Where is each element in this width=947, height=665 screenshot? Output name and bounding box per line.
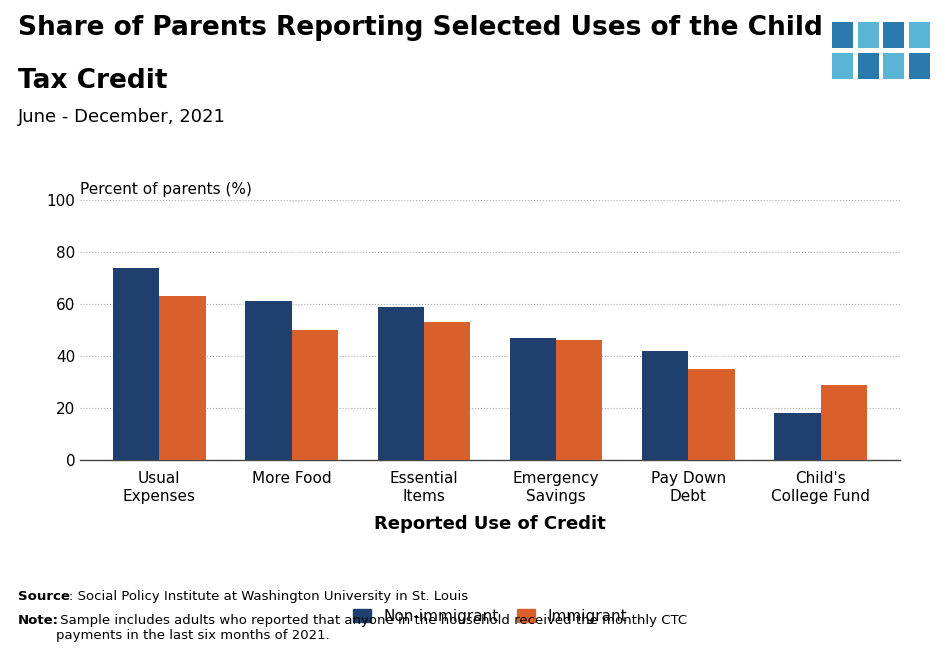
FancyBboxPatch shape	[858, 53, 879, 79]
Bar	[775, 413, 821, 460]
Bar	[113, 267, 159, 460]
Text: TPC: TPC	[849, 89, 914, 118]
Bar	[378, 307, 424, 460]
FancyBboxPatch shape	[858, 22, 879, 48]
Bar	[688, 369, 735, 460]
Bar	[821, 384, 867, 460]
Bar	[292, 330, 338, 460]
Text: Share of Parents Reporting Selected Uses of the Child: Share of Parents Reporting Selected Uses…	[18, 15, 823, 41]
Bar	[424, 323, 470, 460]
FancyBboxPatch shape	[909, 53, 930, 79]
FancyBboxPatch shape	[884, 22, 904, 48]
Text: June - December, 2021: June - December, 2021	[18, 108, 226, 126]
Text: : Social Policy Institute at Washington University in St. Louis: : Social Policy Institute at Washington …	[69, 590, 468, 603]
Text: Tax Credit: Tax Credit	[18, 68, 168, 94]
Bar	[556, 340, 602, 460]
X-axis label: Reported Use of Credit: Reported Use of Credit	[374, 515, 606, 533]
Text: Source: Source	[18, 590, 70, 603]
Bar	[509, 338, 556, 460]
Bar	[159, 296, 205, 460]
FancyBboxPatch shape	[832, 53, 853, 79]
FancyBboxPatch shape	[832, 22, 853, 48]
Legend: Non-immigrant, Immigrant: Non-immigrant, Immigrant	[347, 603, 634, 630]
Bar	[642, 351, 688, 460]
Bar	[245, 301, 292, 460]
Text: Percent of parents (%): Percent of parents (%)	[80, 182, 252, 197]
FancyBboxPatch shape	[884, 53, 904, 79]
Text: Sample includes adults who reported that anyone in the household received the mo: Sample includes adults who reported that…	[56, 614, 687, 642]
FancyBboxPatch shape	[909, 22, 930, 48]
Text: Note:: Note:	[18, 614, 59, 627]
